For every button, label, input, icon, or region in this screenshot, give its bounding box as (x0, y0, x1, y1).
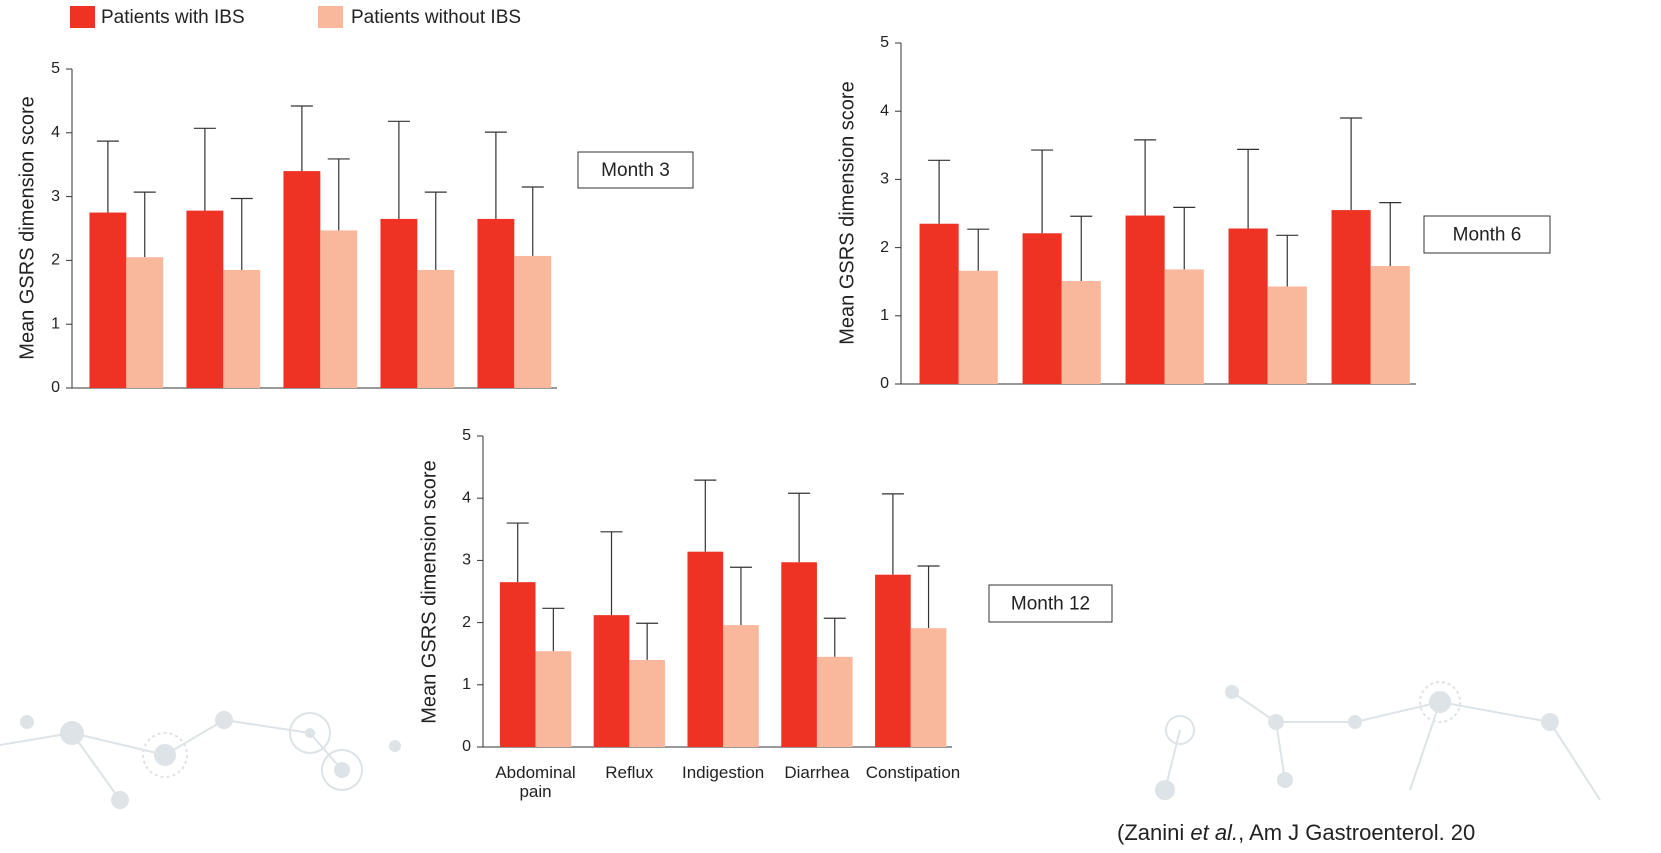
y-tick-label: 4 (880, 102, 889, 119)
source-part: et al. (1190, 820, 1238, 845)
chart: Patients with IBS Patients without IBS (… (0, 0, 1661, 853)
bar (687, 552, 723, 747)
bar (514, 256, 551, 388)
bar (536, 651, 572, 747)
y-axis-label: Mean GSRS dimension score (418, 460, 440, 723)
bar (283, 171, 320, 388)
bar (500, 582, 536, 747)
x-tick-label: Constipation (866, 763, 956, 782)
bar (417, 270, 454, 388)
y-tick-label: 1 (462, 676, 471, 693)
y-tick-label: 2 (51, 252, 60, 269)
y-tick-label: 5 (462, 427, 471, 444)
bar (959, 271, 998, 384)
y-tick-label: 3 (880, 171, 889, 188)
annotation: Month 12 (1011, 594, 1090, 615)
source-citation: (Zanini et al., Am J Gastroenterol. 20 (1117, 820, 1475, 845)
bar (1268, 286, 1307, 384)
bar (1332, 210, 1371, 384)
annotation: Month 3 (601, 160, 670, 181)
y-tick-label: 5 (51, 60, 60, 77)
bar (1229, 229, 1268, 384)
bar (477, 219, 514, 388)
bar (594, 615, 630, 747)
bar (817, 657, 853, 747)
bar (126, 257, 163, 388)
legend-swatch (70, 6, 95, 28)
bar (911, 628, 947, 747)
source-part: , Am J Gastroenterol. 20 (1238, 820, 1475, 845)
bar (380, 219, 417, 388)
source-part: (Zanini (1117, 820, 1190, 845)
bar (781, 562, 817, 747)
bar (875, 575, 911, 747)
y-tick-label: 1 (51, 315, 60, 332)
bar (1062, 281, 1101, 384)
x-tick-label: Indigestion (678, 763, 768, 782)
y-tick-label: 5 (880, 34, 889, 51)
legend-swatch (318, 6, 343, 28)
bar (223, 270, 260, 388)
bar (629, 660, 665, 747)
y-axis-label: Mean GSRS dimension score (836, 81, 858, 344)
bar (186, 211, 223, 388)
x-tick-label: Abdominal pain (491, 763, 581, 801)
bar (1126, 216, 1165, 384)
x-tick-label: Reflux (584, 763, 674, 782)
y-tick-label: 3 (462, 552, 471, 569)
y-tick-label: 2 (880, 239, 889, 256)
y-tick-label: 1 (880, 307, 889, 324)
bar (920, 224, 959, 384)
y-tick-label: 0 (51, 379, 60, 396)
bar (320, 230, 357, 388)
page: Patients with IBS Patients without IBS (… (0, 0, 1661, 853)
bar (1023, 233, 1062, 384)
bar (1371, 266, 1410, 384)
bar (1165, 269, 1204, 384)
y-tick-label: 3 (51, 188, 60, 205)
bar (89, 213, 126, 388)
y-tick-label: 4 (462, 489, 471, 506)
y-axis-label: Mean GSRS dimension score (16, 96, 38, 359)
y-tick-label: 4 (51, 124, 60, 141)
legend-label: Patients without IBS (351, 7, 521, 28)
annotation: Month 6 (1453, 225, 1522, 246)
bar (723, 625, 759, 747)
y-tick-label: 0 (462, 738, 471, 755)
x-tick-label: Diarrhea (772, 763, 862, 782)
y-tick-label: 2 (462, 614, 471, 631)
legend-label: Patients with IBS (101, 7, 245, 28)
y-tick-label: 0 (880, 375, 889, 392)
